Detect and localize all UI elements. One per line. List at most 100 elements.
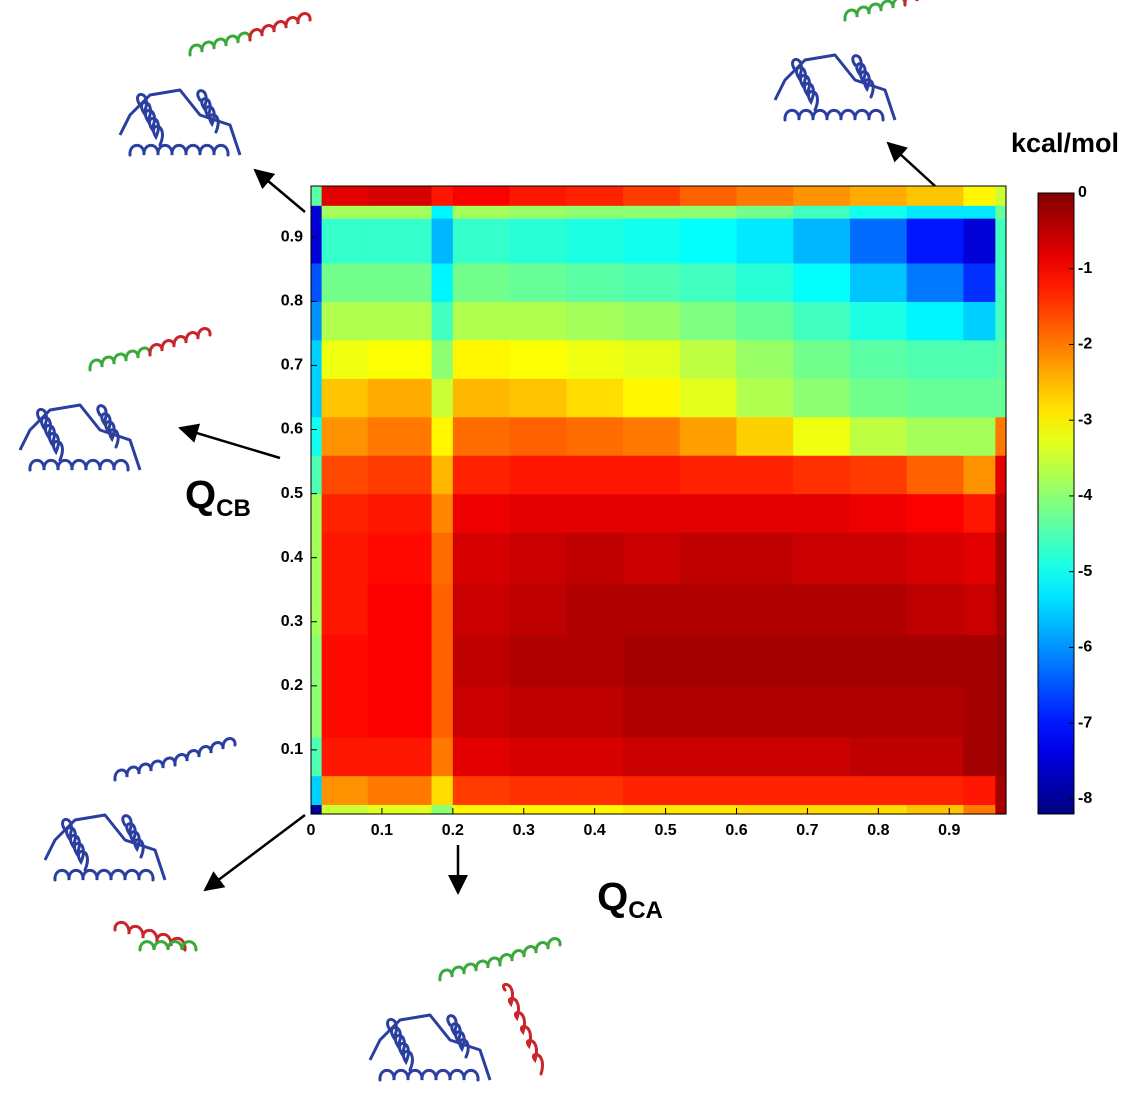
heatmap-cell — [321, 339, 369, 379]
heatmap-cell — [431, 583, 454, 636]
heatmap-cell — [623, 455, 681, 495]
heatmap-cell — [311, 301, 323, 341]
heatmap-cell — [367, 737, 433, 777]
heatmap-cell — [367, 416, 433, 456]
heatmap-cell — [679, 583, 738, 636]
heatmap-cell — [566, 262, 624, 302]
heatmap-cell — [849, 416, 908, 456]
arrow — [203, 814, 306, 892]
heatmap-cell — [736, 262, 794, 302]
heatmap-cell — [509, 583, 567, 636]
heatmap-cell — [311, 583, 323, 636]
heatmap-cell — [311, 493, 323, 533]
protein-structure — [438, 956, 502, 982]
protein-structure — [843, 0, 907, 22]
heatmap-cell — [452, 532, 511, 584]
heatmap-cell — [311, 205, 323, 219]
heatmap-cell — [311, 339, 323, 379]
heatmap-cell — [995, 775, 1007, 805]
x-tick-label: 0.8 — [867, 822, 889, 839]
heatmap-cell — [566, 634, 624, 687]
colorbar-tick-label: -8 — [1078, 790, 1092, 807]
heatmap-cell — [736, 301, 794, 341]
heatmap-cell — [431, 634, 454, 687]
x-tick-label: 0.4 — [584, 822, 606, 839]
heatmap-cell — [623, 775, 681, 805]
heatmap-cell — [311, 186, 323, 206]
heatmap-cell — [509, 416, 567, 456]
heatmap-cell — [321, 378, 369, 418]
y-tick-label: 0.5 — [281, 485, 303, 502]
heatmap-cell — [311, 634, 323, 687]
heatmap-cell — [623, 301, 681, 341]
heatmap-cell — [452, 301, 511, 341]
y-tick-label: 0.4 — [281, 549, 303, 566]
heatmap-cell — [736, 205, 794, 219]
heatmap-cell — [906, 339, 965, 379]
heatmap-cell — [623, 685, 681, 738]
heatmap-cell — [963, 186, 996, 206]
protein-structure — [128, 143, 230, 157]
heatmap-cell — [321, 416, 369, 456]
heatmap-cell — [793, 634, 851, 687]
heatmap-cell — [963, 455, 996, 495]
plot-frame — [310, 185, 1007, 815]
heatmap-cell — [679, 416, 738, 456]
heatmap-cell — [736, 737, 794, 777]
y-tick-label: 0.8 — [281, 293, 303, 310]
protein-structure — [148, 327, 212, 357]
x-axis-label: QCA — [597, 875, 663, 924]
heatmap-cell — [509, 685, 567, 738]
protein-structure — [88, 346, 152, 372]
heatmap-cell — [736, 218, 794, 264]
x-tick-label: 0.3 — [513, 822, 535, 839]
protein-structure — [118, 88, 242, 156]
heatmap-cell — [995, 583, 1007, 636]
heatmap-cell — [963, 532, 996, 584]
heatmap-cell — [679, 301, 738, 341]
heatmap-cell — [321, 775, 369, 805]
heatmap-cell — [793, 186, 851, 206]
heatmap-cell — [452, 634, 511, 687]
heatmap-cell — [623, 218, 681, 264]
heatmap-cell — [509, 205, 567, 219]
heatmap-cell — [321, 737, 369, 777]
heatmap-cell — [321, 685, 369, 738]
protein-structure — [53, 868, 155, 882]
heatmap-cell — [321, 804, 369, 815]
heatmap-cell — [367, 634, 433, 687]
x-axis-label-sub: CA — [628, 897, 663, 924]
heatmap-cell — [367, 378, 433, 418]
heatmap-cell — [793, 685, 851, 738]
heatmap-cell — [793, 339, 851, 379]
x-tick-label: 0.1 — [371, 822, 393, 839]
heatmap-cell — [367, 685, 433, 738]
heatmap-cell — [566, 775, 624, 805]
heatmap-cell — [906, 218, 965, 264]
heatmap-cell — [452, 416, 511, 456]
heatmap-cell — [849, 685, 908, 738]
protein-structure — [368, 1013, 492, 1081]
y-tick-label: 0.9 — [281, 228, 303, 245]
heatmap-cell — [367, 186, 433, 206]
protein-structure — [773, 53, 897, 121]
heatmap-cell — [431, 775, 454, 805]
heatmap-cell — [431, 737, 454, 777]
heatmap-cell — [793, 804, 851, 815]
heatmap-cell — [963, 301, 996, 341]
heatmap-cell — [566, 339, 624, 379]
protein-structure — [791, 58, 819, 112]
heatmap-cell — [509, 455, 567, 495]
heatmap-cell — [431, 218, 454, 264]
heatmap-cell — [311, 416, 323, 456]
heatmap-cell — [367, 205, 433, 219]
heatmap-cell — [793, 301, 851, 341]
heatmap-cell — [431, 685, 454, 738]
heatmap-cell — [679, 186, 738, 206]
protein-structure — [36, 408, 64, 462]
protein-structure — [498, 937, 562, 967]
heatmap-cell — [679, 737, 738, 777]
heatmap-cell — [849, 455, 908, 495]
heatmap-cell — [509, 262, 567, 302]
heatmap-cell — [679, 775, 738, 805]
